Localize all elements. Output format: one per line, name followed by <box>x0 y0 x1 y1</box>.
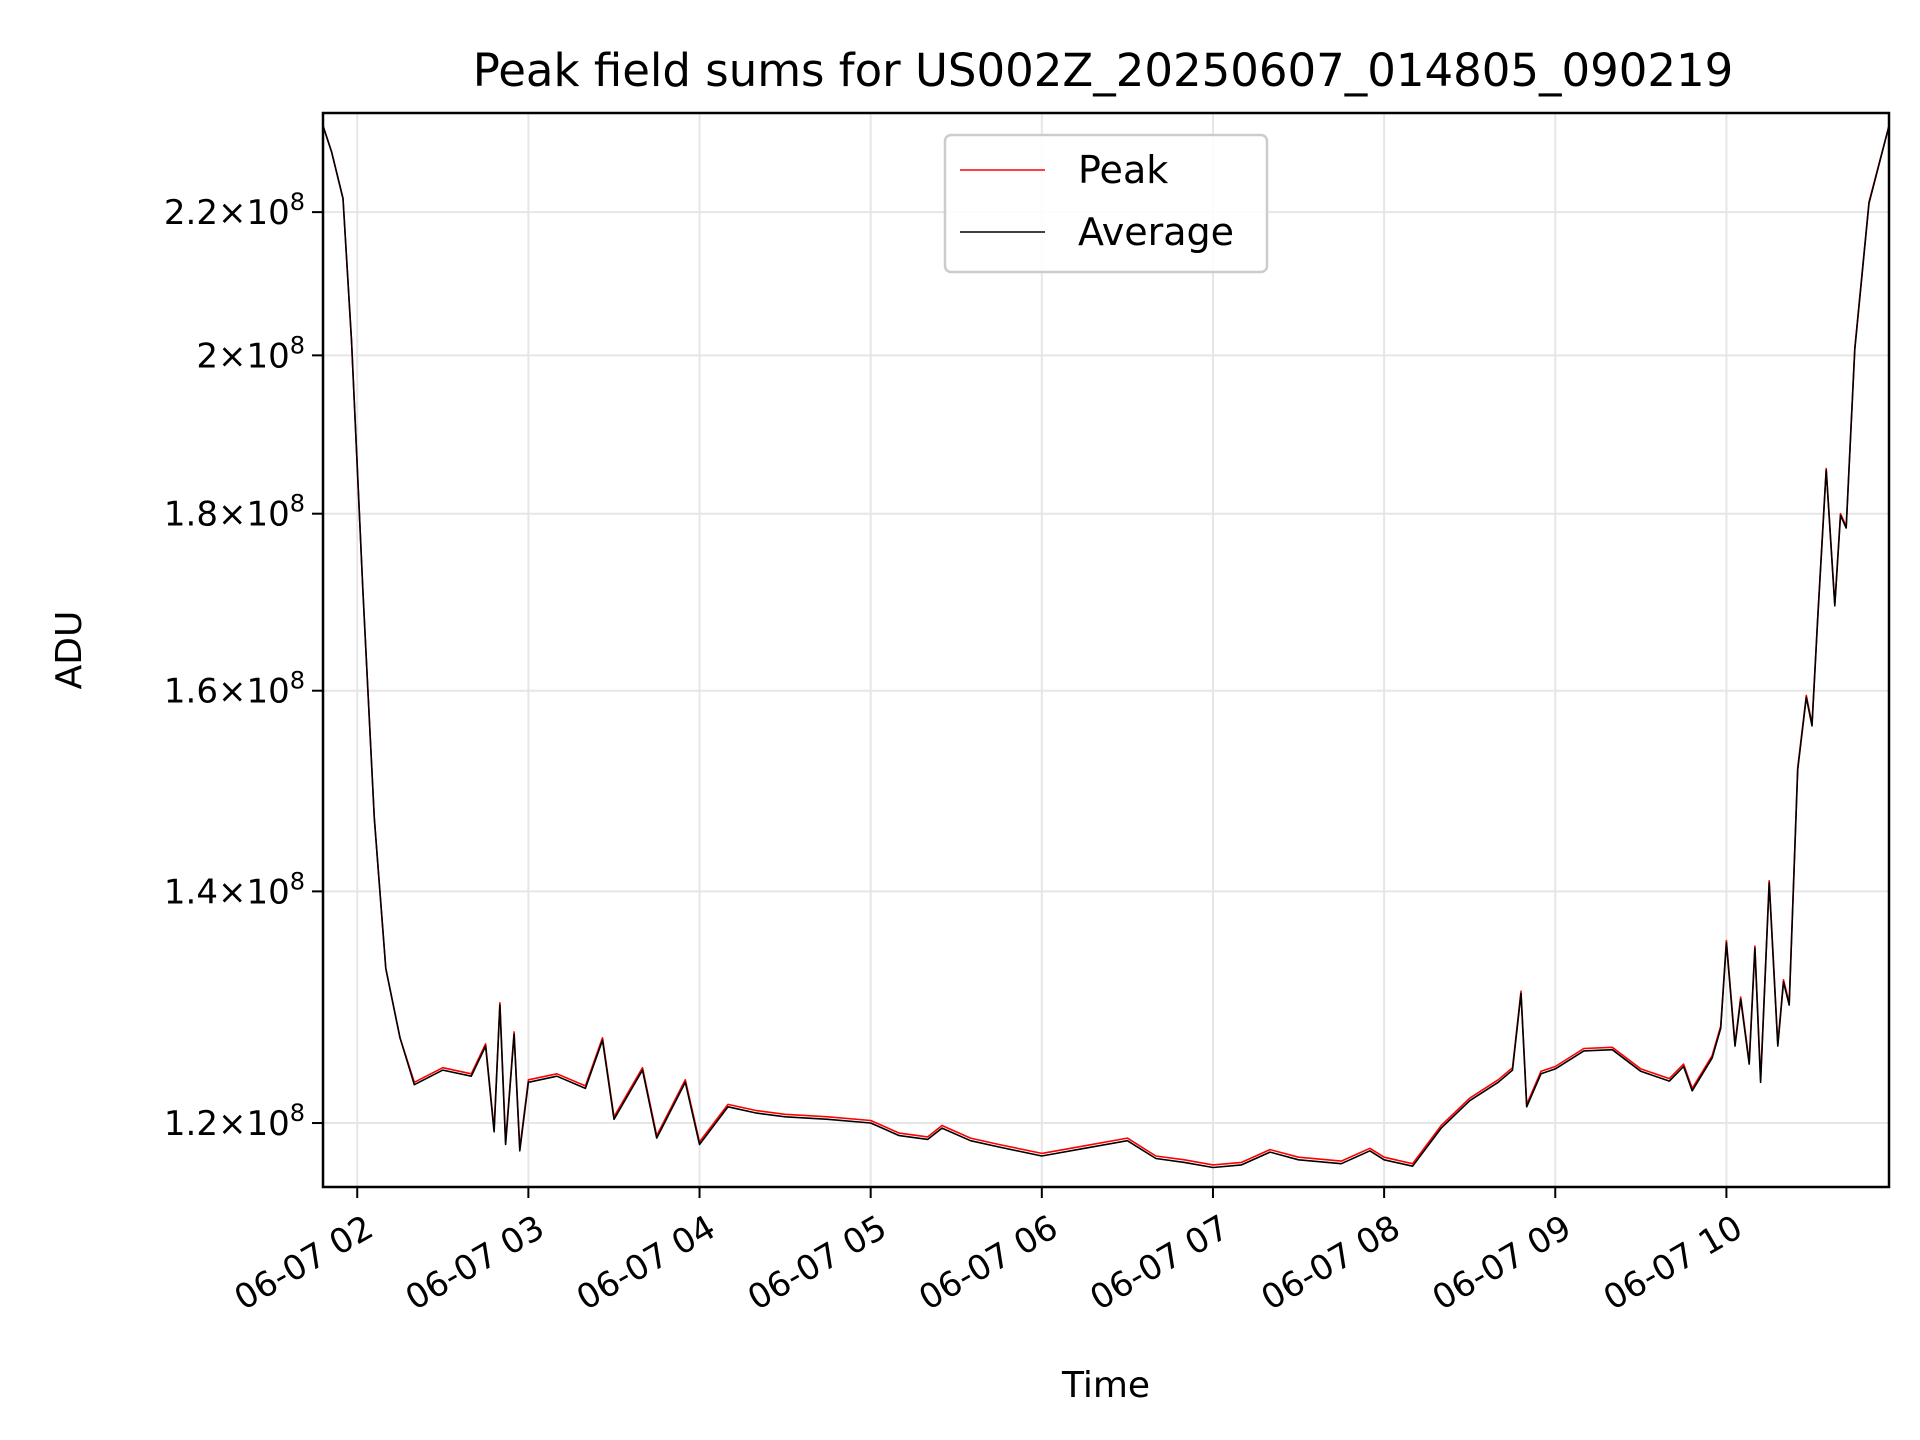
legend-label-average: Average <box>1078 210 1234 254</box>
svg-text:2.2×108: 2.2×108 <box>164 188 305 233</box>
y-tick-mantissa: 2 <box>196 336 218 376</box>
y-tick-label: 1.8×108 <box>164 490 305 535</box>
plot-frame <box>321 111 1891 1189</box>
y-tick-times: ×10 <box>218 495 290 535</box>
y-tick-label: 1.6×108 <box>164 667 305 712</box>
y-tick-exponent: 8 <box>290 867 305 895</box>
svg-text:1.6×108: 1.6×108 <box>164 667 305 712</box>
y-tick-exponent: 8 <box>290 188 305 216</box>
y-tick-mantissa: 2.2 <box>164 193 218 233</box>
svg-text:2×108: 2×108 <box>196 331 305 376</box>
y-tick-label: 1.4×108 <box>164 867 305 912</box>
y-tick-times: ×10 <box>218 672 290 712</box>
y-tick-exponent: 8 <box>290 331 305 359</box>
y-tick-label: 2×108 <box>196 331 305 376</box>
y-tick-label: 2.2×108 <box>164 188 305 233</box>
y-tick-times: ×10 <box>218 336 290 376</box>
y-axis-label: ADU <box>49 611 90 690</box>
y-tick-times: ×10 <box>218 193 290 233</box>
svg-text:1.8×108: 1.8×108 <box>164 490 305 535</box>
series-line-average <box>323 125 1889 1169</box>
y-tick-mantissa: 1.2 <box>164 1104 218 1144</box>
y-tick-mantissa: 1.4 <box>164 872 218 912</box>
y-tick-exponent: 8 <box>290 490 305 518</box>
y-tick-times: ×10 <box>218 872 290 912</box>
legend: Peak Average <box>943 133 1269 274</box>
y-tick-exponent: 8 <box>290 667 305 695</box>
y-tick-exponent: 8 <box>290 1099 305 1127</box>
legend-label-peak: Peak <box>1078 148 1168 192</box>
y-tick-mantissa: 1.6 <box>164 672 218 712</box>
chart-title: Peak field sums for US002Z_20250607_0148… <box>473 44 1734 97</box>
y-tick-times: ×10 <box>218 1104 290 1144</box>
y-tick-label: 1.2×108 <box>164 1099 305 1144</box>
y-tick-mantissa: 1.8 <box>164 495 218 535</box>
svg-text:1.2×108: 1.2×108 <box>164 1099 305 1144</box>
x-axis-label: Time <box>1061 1365 1150 1406</box>
series-layer <box>323 125 1889 1169</box>
svg-text:1.4×108: 1.4×108 <box>164 867 305 912</box>
